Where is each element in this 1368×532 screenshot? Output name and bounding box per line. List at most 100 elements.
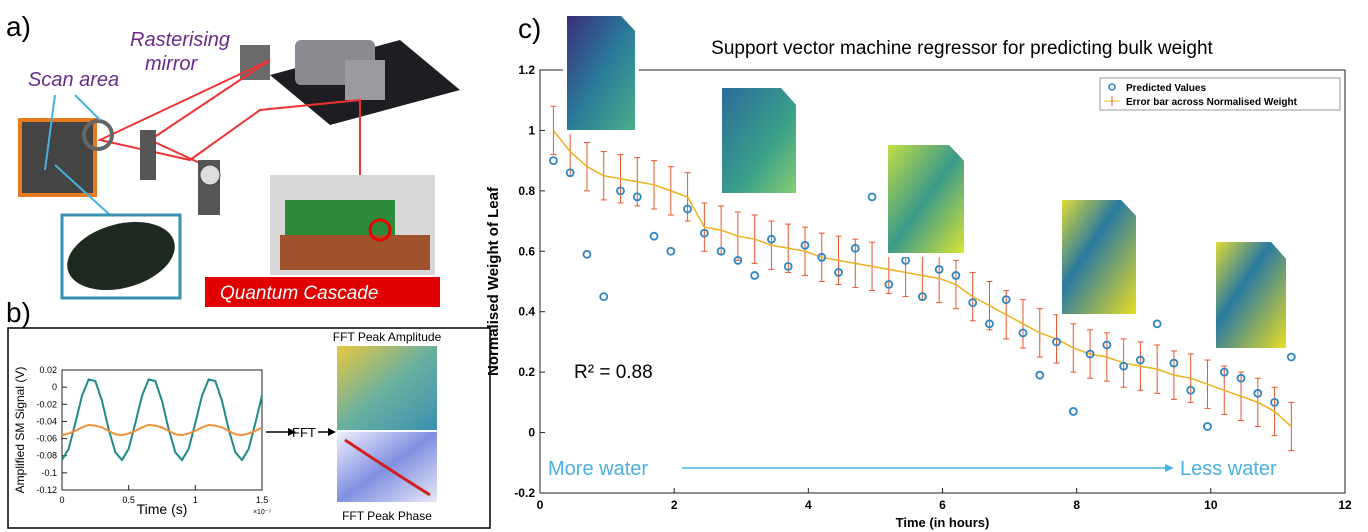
data-point: [917, 292, 927, 302]
y-tick-label: -0.1: [41, 468, 57, 478]
arrow-label: More water: [548, 458, 648, 480]
y-tick-label: 1.2: [518, 63, 535, 77]
data-point: [733, 255, 743, 265]
plot-frame: [61, 369, 263, 491]
setup-drawing: [7, 40, 491, 529]
data-point: [1052, 337, 1061, 347]
data-point: [834, 268, 843, 277]
x-tick-label: 0: [537, 498, 544, 512]
amplitude-label: FFT Peak Amplitude: [333, 330, 442, 344]
legend-label: Error bar across Normalised Weight: [1126, 97, 1298, 108]
data-point: [850, 243, 860, 253]
y-tick-label: -0.12: [36, 485, 57, 495]
data-point: [985, 319, 994, 329]
x-tick-label: 4: [805, 498, 812, 512]
x-tick-label: 6: [939, 498, 946, 512]
data-point: [649, 231, 659, 241]
data-point: [666, 246, 676, 256]
data-point: [549, 156, 558, 166]
y-tick-label: -0.2: [514, 486, 535, 500]
y-axis-label: Normalised Weight of Leaf: [485, 186, 502, 376]
x-tick-label: 0: [59, 495, 64, 505]
annotation: R² = 0.88: [574, 362, 653, 383]
x-axis-label: Time (in hours): [896, 515, 990, 530]
y-axis-label: Amplified SM Signal (V): [13, 367, 27, 494]
panel-label: c): [518, 13, 541, 44]
legend-marker: [1108, 83, 1116, 91]
mirror-label: mirror: [145, 53, 199, 75]
y-tick-label: -0.04: [36, 416, 57, 426]
panel-label: a): [6, 11, 31, 42]
data-point: [884, 280, 894, 289]
data-point: [1102, 340, 1112, 350]
plots: -0.12 -0.1 -0.08 -0.06 -0.04 -0.02 0 0.02 0 0.5 1 1…: [13, 38, 1352, 530]
data-point: [632, 192, 642, 202]
data-point: [750, 271, 760, 280]
data-point: [1001, 295, 1011, 305]
data-point: [800, 240, 810, 250]
data-point: [1286, 352, 1296, 362]
y-tick-label: 0.8: [518, 184, 535, 198]
data-point: [1253, 388, 1263, 398]
y-tick-label: 1: [528, 123, 535, 137]
data-point: [783, 261, 793, 271]
data-point: [1186, 385, 1196, 395]
data-point: [1152, 319, 1162, 329]
legend-box: [1099, 77, 1341, 111]
data-point: [1219, 367, 1229, 377]
data-point: [1236, 373, 1246, 383]
x-tick-label: 10: [1204, 498, 1218, 512]
x-tick-label: 8: [1073, 498, 1080, 512]
leaf-thumbnails: [563, 12, 1290, 352]
data-point: [716, 246, 726, 256]
x-tick-label: 0.5: [122, 495, 135, 505]
fft-label: FFT: [292, 425, 316, 440]
mean-line: [552, 129, 1292, 428]
data-point: [599, 292, 609, 302]
x-tick-label: 2: [671, 498, 678, 512]
x-tick-label: 1.5: [256, 495, 269, 505]
data-point: [683, 204, 692, 214]
arrow-label: Less water: [1180, 458, 1277, 480]
scan-label: Scan area: [28, 69, 119, 91]
data-point: [767, 234, 776, 244]
line-series: [61, 423, 263, 437]
data-point: [1068, 407, 1078, 416]
data-point: [1119, 361, 1129, 371]
data-point: [1270, 397, 1279, 407]
laser-label: Quantum Cascade: [220, 283, 378, 304]
data-point: [968, 298, 978, 308]
chart-title: Support vector machine regressor for pre…: [711, 38, 1213, 59]
data-point: [1169, 358, 1179, 368]
data-point: [1018, 328, 1028, 338]
x-tick-label: 1: [193, 495, 198, 505]
data-point: [699, 228, 709, 238]
y-tick-label: 0.2: [518, 365, 535, 379]
y-tick-label: 0.4: [518, 305, 535, 319]
y-tick-label: 0: [528, 426, 535, 440]
mirror-label: Rasterising: [130, 29, 230, 51]
panel-label: b): [6, 297, 31, 328]
y-tick-label: 0.6: [518, 244, 535, 258]
data-point: [616, 186, 625, 196]
data-point: [565, 168, 575, 178]
data-point: [951, 271, 961, 280]
y-tick-label: -0.06: [36, 434, 57, 444]
data-point: [582, 249, 592, 259]
x-axis-label: Time (s): [137, 501, 188, 517]
x-exponent: ×10⁻⁷: [253, 509, 272, 516]
phase-label: FFT Peak Phase: [342, 509, 432, 523]
data-point: [1035, 370, 1045, 380]
arrow-head: [1165, 464, 1174, 472]
y-tick-label: 0.02: [39, 365, 57, 375]
data-point: [817, 252, 827, 262]
data-point: [1203, 422, 1212, 431]
data-point: [1135, 355, 1145, 365]
line-series: [61, 378, 263, 462]
y-tick-label: -0.08: [36, 451, 57, 461]
data-point: [1085, 349, 1095, 359]
legend-label: Predicted Values: [1126, 83, 1206, 94]
y-tick-label: -0.02: [36, 399, 57, 409]
data-point: [867, 192, 877, 202]
